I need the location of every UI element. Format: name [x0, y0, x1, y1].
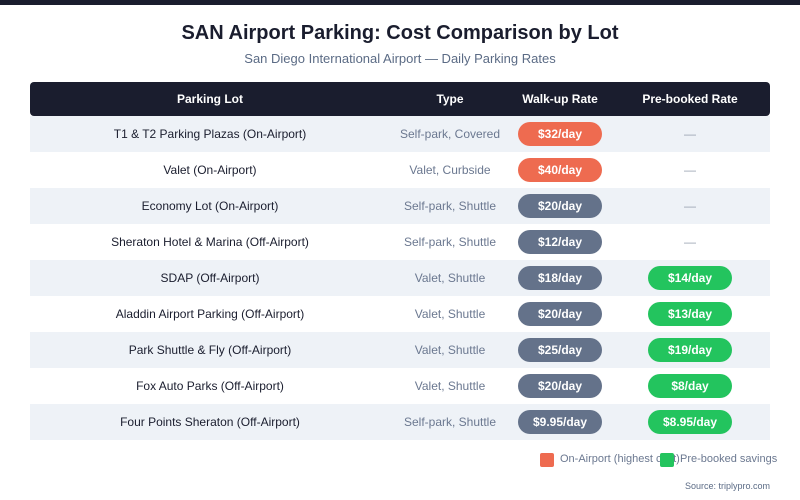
table-row: Fox Auto Parks (Off-Airport) Valet, Shutt…: [30, 368, 770, 404]
cell-parking-lot: SDAP (Off-Airport): [160, 271, 260, 285]
walkup-rate-badge: $25/day: [518, 338, 602, 362]
cell-prebooked-rate: —: [610, 199, 770, 213]
cell-parking-lot: Sheraton Hotel & Marina (Off-Airport): [111, 235, 309, 249]
table-row: T1 & T2 Parking Plazas (On-Airport) Self-…: [30, 116, 770, 152]
cell-prebooked-rate: $13/day: [610, 302, 770, 326]
prebooked-rate-badge: $14/day: [648, 266, 732, 290]
header-prebooked-rate: Pre-booked Rate: [642, 92, 738, 106]
table-row: Aladdin Airport Parking (Off-Airport) Val…: [30, 296, 770, 332]
table-row: SDAP (Off-Airport) Valet, Shuttle $18/day $…: [30, 260, 770, 296]
cell-parking-lot: Aladdin Airport Parking (Off-Airport): [115, 307, 305, 321]
cell-type: Self-park, Shuttle: [403, 235, 497, 249]
cell-walkup-rate: $20/day: [510, 374, 610, 398]
walkup-rate-badge: $9.95/day: [518, 410, 602, 434]
table-header: Parking Lot Type Walk-up Rate Pre-booked…: [30, 82, 770, 116]
cell-prebooked-rate: $14/day: [610, 266, 770, 290]
walkup-rate-badge: $20/day: [518, 374, 602, 398]
prebooked-rate-empty: —: [684, 235, 696, 249]
prebooked-rate-badge: $8.95/day: [648, 410, 732, 434]
cell-walkup-rate: $12/day: [510, 230, 610, 254]
cell-walkup-rate: $20/day: [510, 302, 610, 326]
table-row: Sheraton Hotel & Marina (Off-Airport) Sel…: [30, 224, 770, 260]
table-row: Park Shuttle & Fly (Off-Airport) Valet, S…: [30, 332, 770, 368]
prebooked-rate-badge: $13/day: [648, 302, 732, 326]
cell-parking-lot: Economy Lot (On-Airport): [141, 199, 279, 213]
cell-type: Valet, Shuttle: [414, 307, 486, 321]
legend-prebooked-label: Pre-booked savings: [680, 453, 778, 465]
cell-parking-lot: Valet (On-Airport): [163, 163, 257, 177]
walkup-rate-badge: $20/day: [518, 194, 602, 218]
cell-prebooked-rate: —: [610, 127, 770, 141]
table-row: Valet (On-Airport) Valet, Curbside $40/day…: [30, 152, 770, 188]
header-type: Type: [436, 92, 464, 106]
cell-type: Self-park, Shuttle: [403, 415, 497, 429]
legend-onairport-label: On-Airport (highest cost): [560, 453, 680, 465]
walkup-rate-badge: $32/day: [518, 122, 602, 146]
cell-prebooked-rate: $8/day: [610, 374, 770, 398]
cell-type: Self-park, Shuttle: [403, 199, 497, 213]
cell-type: Self-park, Covered: [399, 127, 501, 141]
cell-parking-lot: Fox Auto Parks (Off-Airport): [136, 379, 284, 393]
cell-walkup-rate: $9.95/day: [510, 410, 610, 434]
cell-walkup-rate: $25/day: [510, 338, 610, 362]
prebooked-rate-empty: —: [684, 199, 696, 213]
legend-onairport-swatch: [540, 453, 554, 467]
source-credit: Source: triplypro.com: [684, 481, 770, 491]
prebooked-rate-empty: —: [684, 127, 696, 141]
walkup-rate-badge: $20/day: [518, 302, 602, 326]
cell-prebooked-rate: $19/day: [610, 338, 770, 362]
parking-table: Parking Lot Type Walk-up Rate Pre-booked…: [30, 82, 770, 440]
cell-type: Valet, Curbside: [409, 163, 491, 177]
cell-type: Valet, Shuttle: [414, 379, 486, 393]
page-subtitle: San Diego International Airport — Daily …: [244, 51, 556, 66]
walkup-rate-badge: $12/day: [518, 230, 602, 254]
table-row: Four Points Sheraton (Off-Airport) Self-p…: [30, 404, 770, 440]
walkup-rate-badge: $40/day: [518, 158, 602, 182]
cell-parking-lot: Park Shuttle & Fly (Off-Airport): [128, 343, 292, 357]
header-parking-lot: Parking Lot: [176, 92, 243, 106]
top-accent-bar: [0, 0, 800, 5]
prebooked-rate-empty: —: [684, 163, 696, 177]
cell-walkup-rate: $32/day: [510, 122, 610, 146]
legend-prebooked-swatch: [660, 453, 674, 467]
prebooked-rate-badge: $19/day: [648, 338, 732, 362]
cell-walkup-rate: $20/day: [510, 194, 610, 218]
cell-prebooked-rate: —: [610, 235, 770, 249]
table-row: Economy Lot (On-Airport) Self-park, Shutt…: [30, 188, 770, 224]
cell-type: Valet, Shuttle: [414, 343, 486, 357]
cell-walkup-rate: $18/day: [510, 266, 610, 290]
cell-prebooked-rate: $8.95/day: [610, 410, 770, 434]
table-body: T1 & T2 Parking Plazas (On-Airport) Self-…: [30, 116, 770, 440]
prebooked-rate-badge: $8/day: [648, 374, 732, 398]
page-title: SAN Airport Parking: Cost Comparison by …: [181, 22, 619, 44]
cell-parking-lot: T1 & T2 Parking Plazas (On-Airport): [113, 127, 307, 141]
cell-type: Valet, Shuttle: [414, 271, 486, 285]
cell-parking-lot: Four Points Sheraton (Off-Airport): [120, 415, 300, 429]
header-walkup-rate: Walk-up Rate: [522, 92, 598, 106]
cell-walkup-rate: $40/day: [510, 158, 610, 182]
walkup-rate-badge: $18/day: [518, 266, 602, 290]
cell-prebooked-rate: —: [610, 163, 770, 177]
